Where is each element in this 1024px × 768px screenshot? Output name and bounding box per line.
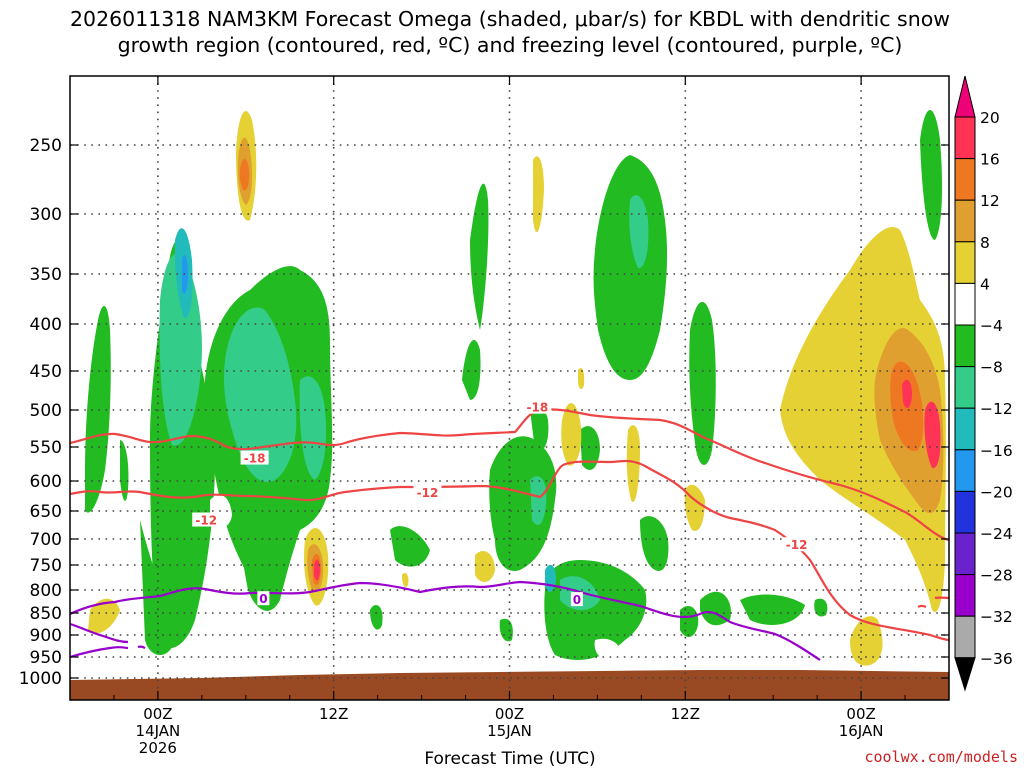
colorbar-swatch-0: [954, 116, 976, 160]
colorbar-swatch-12: [954, 615, 976, 659]
colorbar-label-6: −8: [980, 359, 1003, 377]
chart-title-line1: 2026011318 NAM3KM Forecast Omega (shaded…: [70, 7, 950, 31]
colorbar-swatch-9: [954, 490, 976, 534]
y-tick-label-300: 300: [30, 205, 62, 225]
contour-label-bg: [782, 537, 811, 552]
contour-zero-lower: [70, 646, 129, 659]
contour-label-2: -12: [417, 486, 439, 500]
y-tick-label-950: 950: [30, 648, 62, 668]
plot-area: -18 -12 -12 -18 -12 0 0: [70, 76, 949, 700]
colorbar-label-9: −20: [980, 483, 1013, 501]
colorbar-label-2: 12: [980, 192, 1000, 210]
contour-label-bg: [257, 591, 270, 606]
colorbar-label-0: 20: [980, 109, 1000, 127]
contour-label-bg: [413, 485, 442, 499]
contour-minus12: [70, 459, 949, 642]
y-tick-label-600: 600: [30, 472, 62, 492]
colorbar-label-10: −24: [980, 525, 1013, 543]
contour-label-3: -18: [526, 401, 548, 415]
x-tick-label-2: 00Z: [495, 705, 524, 723]
colorbar-swatch-11: [954, 574, 976, 617]
y-tick-label-450: 450: [30, 362, 62, 382]
y-tick-label-500: 500: [30, 401, 62, 421]
colorbar-swatch-8: [954, 449, 976, 492]
contour-minus18: [70, 408, 949, 542]
colorbar-label-11: −28: [980, 567, 1013, 585]
x-axis-title: Forecast Time (UTC): [424, 749, 595, 768]
contour-label-4: -12: [786, 538, 808, 552]
y-tick-label-800: 800: [30, 581, 62, 601]
colorbar-label-12: −32: [980, 608, 1013, 626]
x-tick-date-2: 15JAN: [487, 722, 532, 740]
y-tick-label-550: 550: [30, 438, 62, 458]
y-tick-label-250: 250: [30, 136, 62, 156]
y-tick-label-900: 900: [30, 626, 62, 646]
omega-shading-teal: [159, 195, 649, 611]
x-tick-label-4: 00Z: [846, 705, 875, 723]
contour-label-bg: [523, 399, 552, 414]
colorbar-label-4: 4: [980, 275, 990, 293]
x-tick-label-3: 12Z: [671, 705, 700, 723]
contour-zero-main: [70, 580, 821, 661]
colorbar: 20 16 12 8 4 −4 −8 −12 −16 −20 −24 −28 −32 −36: [954, 75, 1013, 692]
x-tick-date-0: 14JAN: [136, 722, 181, 740]
colorbar-swatch-3: [954, 241, 976, 284]
x-tick-year-0: 2026: [139, 739, 177, 757]
contour-minus12-dot: [917, 604, 927, 608]
contour-label-6: 0: [573, 593, 581, 607]
colorbar-label-5: −4: [980, 317, 1003, 335]
y-tick-label-400: 400: [30, 315, 62, 335]
contour-zero-left: [70, 622, 129, 644]
y-tick-label-1000: 1000: [19, 669, 62, 689]
colorbar-swatch-2: [954, 199, 976, 243]
y-tick-label-750: 750: [30, 556, 62, 576]
colorbar-label-7: −12: [980, 400, 1013, 418]
colorbar-label-8: −16: [980, 442, 1013, 460]
x-tick-label-0: 00Z: [143, 705, 172, 723]
colorbar-swatch-6: [954, 366, 976, 409]
y-tick-label-700: 700: [30, 530, 62, 550]
contour-label-bg: [192, 512, 221, 527]
contour-labels: -18 -12 -12 -18 -12 0 0: [192, 399, 811, 607]
colorbar-label-1: 16: [980, 151, 1000, 169]
x-tick-label-1: 12Z: [319, 705, 348, 723]
colorbar-swatch-4: [954, 282, 976, 326]
y-axis-pressure: 2503003504004505005506006507007508008509…: [19, 136, 949, 689]
contour-label-1: -12: [195, 514, 217, 528]
colorbar-swatch-1: [954, 158, 976, 201]
credit-text: coolwx.com/models: [864, 748, 1018, 766]
colorbar-label-13: −36: [980, 650, 1013, 668]
colorbar-swatch-5: [954, 324, 976, 368]
colorbar-swatch-7: [954, 407, 976, 451]
y-tick-label-650: 650: [30, 502, 62, 522]
contour-label-bg: [570, 592, 583, 607]
contour-zero-dot: [137, 645, 146, 649]
dendritic-contours: [70, 408, 949, 642]
contour-label-5: 0: [259, 592, 267, 606]
contour-label-0: -18: [244, 452, 266, 466]
y-tick-label-350: 350: [30, 265, 62, 285]
y-tick-label-850: 850: [30, 604, 62, 624]
ground-terrain: [70, 670, 949, 700]
colorbar-bottom-arrow: [954, 657, 976, 692]
freezing-level-contours: [70, 580, 821, 661]
contour-label-bg: [240, 450, 269, 465]
colorbar-label-3: 8: [980, 234, 990, 252]
x-tick-date-4: 16JAN: [839, 722, 884, 740]
colorbar-swatch-10: [954, 532, 976, 576]
chart-title-line2: growth region (contoured, red, ºC) and f…: [118, 33, 903, 57]
colorbar-top-arrow: [954, 75, 976, 118]
